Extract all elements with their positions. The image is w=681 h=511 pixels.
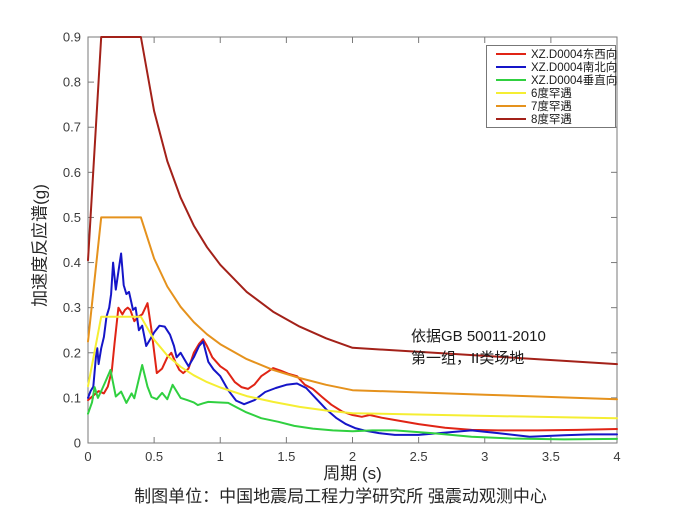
legend-item-label: 8度罕遇 (531, 113, 572, 126)
legend-line-sample (496, 53, 526, 56)
code-reference-annotation: 依据GB 50011-2010 第一组，II类场地 (411, 326, 546, 370)
legend-item-label: XZ.D0004南北向 (531, 62, 618, 75)
x-tick-label: 0 (84, 449, 91, 464)
legend-item-label: 7度罕遇 (531, 100, 572, 113)
series-line-5 (87, 36, 618, 366)
y-tick-label: 0.8 (63, 75, 81, 90)
legend-item-0: XZ.D0004东西向 (496, 48, 618, 62)
y-tick-label: 0.3 (63, 300, 81, 315)
y-tick-label: 0.2 (63, 345, 81, 360)
y-tick-label: 0.9 (63, 30, 81, 45)
legend-item-4: 7度罕遇 (496, 100, 615, 113)
legend-line-sample (496, 66, 526, 69)
series-line-3 (87, 315, 618, 420)
x-tick-label: 4 (613, 449, 620, 464)
legend-item-label: 6度罕遇 (531, 87, 572, 100)
legend-item-5: 8度罕遇 (496, 113, 615, 126)
y-tick-label: 0.1 (63, 390, 81, 405)
annotation-line-2: 第一组，II类场地 (411, 350, 525, 367)
legend-line-sample (496, 117, 526, 120)
x-tick-label: 0.5 (145, 449, 163, 464)
legend-item-3: 6度罕遇 (496, 87, 615, 100)
series-line-0 (87, 302, 618, 432)
y-tick-label: 0.4 (63, 255, 81, 270)
series-line-2 (87, 364, 618, 441)
series-line-1 (87, 252, 618, 438)
y-tick-label: 0.5 (63, 210, 81, 225)
y-axis-label: 加速度反应谱(g) (30, 184, 50, 307)
legend-item-label: XZ.D0004东西向 (531, 49, 618, 62)
x-tick-label: 1.5 (277, 449, 295, 464)
y-tick-label: 0.7 (63, 120, 81, 135)
x-tick-label: 3 (481, 449, 488, 464)
legend-line-sample (496, 104, 526, 107)
legend-item-2: XZ.D0004垂直向 (496, 74, 618, 88)
legend-line-sample (496, 79, 526, 82)
legend: XZ.D0004东西向 XZ.D0004南北向 XZ.D0004垂直向 6度罕遇 7度罕… (486, 45, 618, 128)
y-tick-label: 0.6 (63, 165, 81, 180)
legend-item-label: XZ.D0004垂直向 (531, 75, 618, 88)
annotation-line-1: 依据GB 50011-2010 (411, 328, 546, 345)
x-tick-label: 2.5 (410, 449, 428, 464)
figure-caption: 制图单位：中国地震局工程力学研究所 强震动观测中心 (134, 487, 547, 506)
series-line-4 (87, 216, 618, 401)
legend-item-1: XZ.D0004南北向 (496, 61, 618, 75)
x-axis-label: 周期 (s) (323, 464, 382, 483)
y-tick-label: 0 (74, 436, 81, 451)
x-tick-label: 3.5 (542, 449, 560, 464)
legend-line-sample (496, 91, 526, 94)
x-tick-label: 1 (217, 449, 224, 464)
x-tick-label: 2 (349, 449, 356, 464)
